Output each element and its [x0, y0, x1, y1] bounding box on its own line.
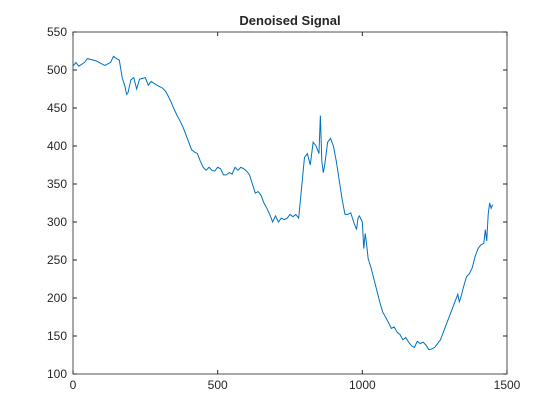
y-tick-label: 550	[47, 25, 67, 39]
x-tick-label: 0	[70, 378, 77, 392]
y-tick-label: 200	[47, 291, 67, 305]
y-tick-label: 150	[47, 329, 67, 343]
y-tick-label: 350	[47, 177, 67, 191]
x-tick-label: 1500	[494, 378, 521, 392]
chart-title: Denoised Signal	[239, 13, 340, 28]
x-tick-label: 1000	[349, 378, 376, 392]
y-tick-label: 300	[47, 215, 67, 229]
data-line	[72, 55, 493, 351]
y-tick-label: 100	[47, 367, 67, 381]
x-tick-label: 500	[208, 378, 228, 392]
plot-area	[72, 31, 508, 375]
y-tick-label: 250	[47, 253, 67, 267]
y-tick-label: 500	[47, 63, 67, 77]
y-tick-label: 450	[47, 101, 67, 115]
y-tick-label: 400	[47, 139, 67, 153]
